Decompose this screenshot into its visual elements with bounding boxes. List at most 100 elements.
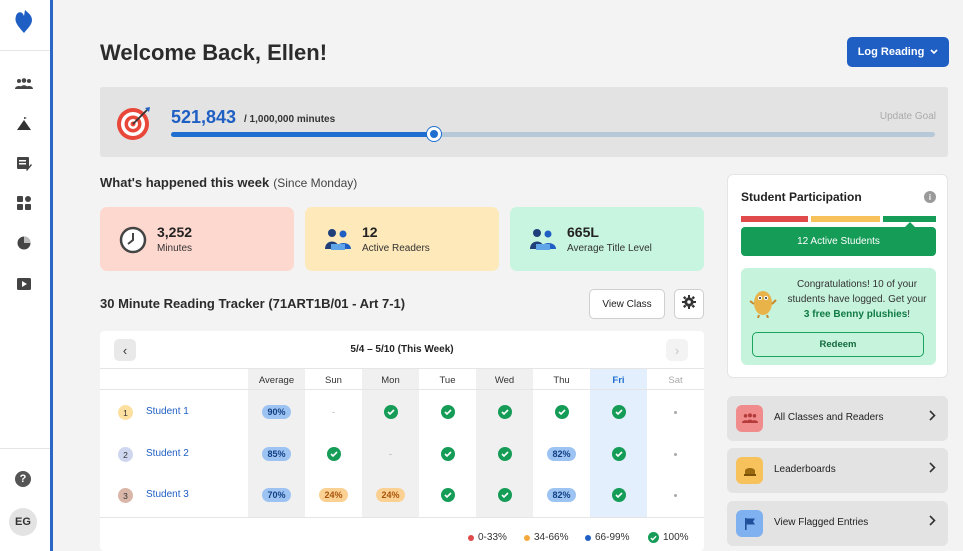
student-name-link[interactable]: Student 1 [146,406,189,417]
link-label: All Classes and Readers [774,412,884,423]
legend-item: 66-99% [585,532,629,543]
day-cell: - [362,433,419,475]
stat-value: 665L [567,224,599,240]
stat-card-title-level: 665L Average Title Level [510,207,704,271]
day-cell [647,433,704,475]
percent-badge: 82% [547,488,576,502]
student-number-badge: 1 [118,405,133,420]
check-icon [497,447,512,461]
column-header: Sun [325,375,342,386]
sidebar-divider [0,50,50,51]
tracker-title: 30 Minute Reading Tracker (71ART1B/01 - … [100,296,406,311]
participation-title: Student Participation [741,190,862,204]
heart-logo-icon[interactable] [14,10,34,34]
redeem-button[interactable]: Redeem [752,332,924,357]
day-cell [305,433,362,475]
pie-chart-icon[interactable] [14,233,34,253]
goal-total-label: / 1,000,000 minutes [244,114,336,125]
day-cell [476,433,533,475]
percent-badge: 85% [262,447,291,461]
day-cell: 82% [533,433,590,475]
day-cell: - [305,391,362,433]
target-icon [116,105,152,146]
percent-badge: 82% [547,447,576,461]
apps-grid-icon[interactable] [14,193,34,213]
title-level-icon [528,225,558,255]
link-label: View Flagged Entries [774,517,869,528]
participation-bar-mid [811,216,880,222]
link-label: Leaderboards [774,464,836,475]
day-cell: 24% [305,474,362,516]
week-section-title: What's happened this week (Since Monday) [100,175,357,190]
no-data-dot [674,493,677,497]
leaderboard-icon [736,457,763,484]
stat-card-active-readers: 12 Active Readers [305,207,499,271]
chevron-right-icon [929,461,936,476]
goal-progress-knob [426,127,441,141]
student-name-link[interactable]: Student 2 [146,448,189,459]
student-number-badge: 2 [118,447,133,462]
column-header: Mon [381,375,400,386]
check-icon [440,447,455,461]
day-cell [590,391,647,433]
stat-value: 3,252 [157,224,193,240]
check-icon [440,488,455,502]
chevron-right-icon [929,409,936,424]
update-goal-link[interactable]: Update Goal [879,111,936,122]
stat-label: Minutes [157,243,193,254]
promo-highlight: 3 free Benny plushies [803,309,908,320]
promo-message: Congratulations! 10 of your students hav… [784,277,930,322]
check-icon [440,405,455,419]
table-row: 3 Student 3 70% 24% 24% 82% [100,474,704,516]
week-subtitle: (Since Monday) [273,176,358,190]
reading-log-icon[interactable] [14,153,34,173]
avatar[interactable]: EG [9,508,37,536]
sidebar-divider [0,448,50,449]
pointer-triangle [904,222,916,228]
percent-badge: 24% [319,488,348,502]
active-students-button[interactable]: 12 Active Students [741,227,936,256]
previous-week-button[interactable]: ‹ [114,339,136,361]
play-video-icon[interactable] [14,274,34,294]
next-week-button[interactable]: › [666,339,688,361]
column-header: Average [258,375,295,386]
day-cell [419,433,476,475]
student-name-link[interactable]: Student 3 [146,489,189,500]
table-row: 2 Student 2 85% - 82% [100,433,704,475]
day-cell [647,391,704,433]
view-class-button[interactable]: View Class [589,289,665,319]
reading-goal-panel: 521,843 / 1,000,000 minutes Update Goal [100,87,948,157]
all-classes-link[interactable]: All Classes and Readers [727,396,948,441]
week-title-text: What's happened this week [100,175,270,190]
settings-button[interactable] [674,289,704,319]
legend-item: 34-66% [524,532,568,543]
info-icon[interactable]: i [924,191,936,203]
check-icon [383,405,398,419]
leaderboards-link[interactable]: Leaderboards [727,448,948,493]
day-cell [533,391,590,433]
log-reading-button[interactable]: Log Reading [847,37,949,67]
no-data-dot [674,452,677,456]
column-header: Fri [612,375,625,386]
participation-bar-high [883,216,936,222]
help-icon[interactable]: ? [15,471,31,487]
legend-dot [468,534,474,541]
summit-icon[interactable] [14,114,34,134]
table-header-row: Average Sun Mon Tue Wed Thu Fri Sat [100,369,704,390]
check-icon [497,405,512,419]
legend-label: 66-99% [595,532,630,543]
day-cell [419,474,476,516]
student-number-badge: 3 [118,488,133,503]
day-cell [476,391,533,433]
people-icon[interactable] [14,74,34,94]
stat-label: Active Readers [362,243,430,254]
check-icon [611,405,626,419]
day-cell [362,391,419,433]
page-title: Welcome Back, Ellen! [100,40,328,65]
readers-icon [323,225,353,255]
legend-label: 34-66% [534,532,569,543]
check-icon [554,405,569,419]
log-reading-label: Log Reading [857,46,925,58]
flagged-entries-link[interactable]: View Flagged Entries [727,501,948,546]
classes-icon [736,405,763,432]
